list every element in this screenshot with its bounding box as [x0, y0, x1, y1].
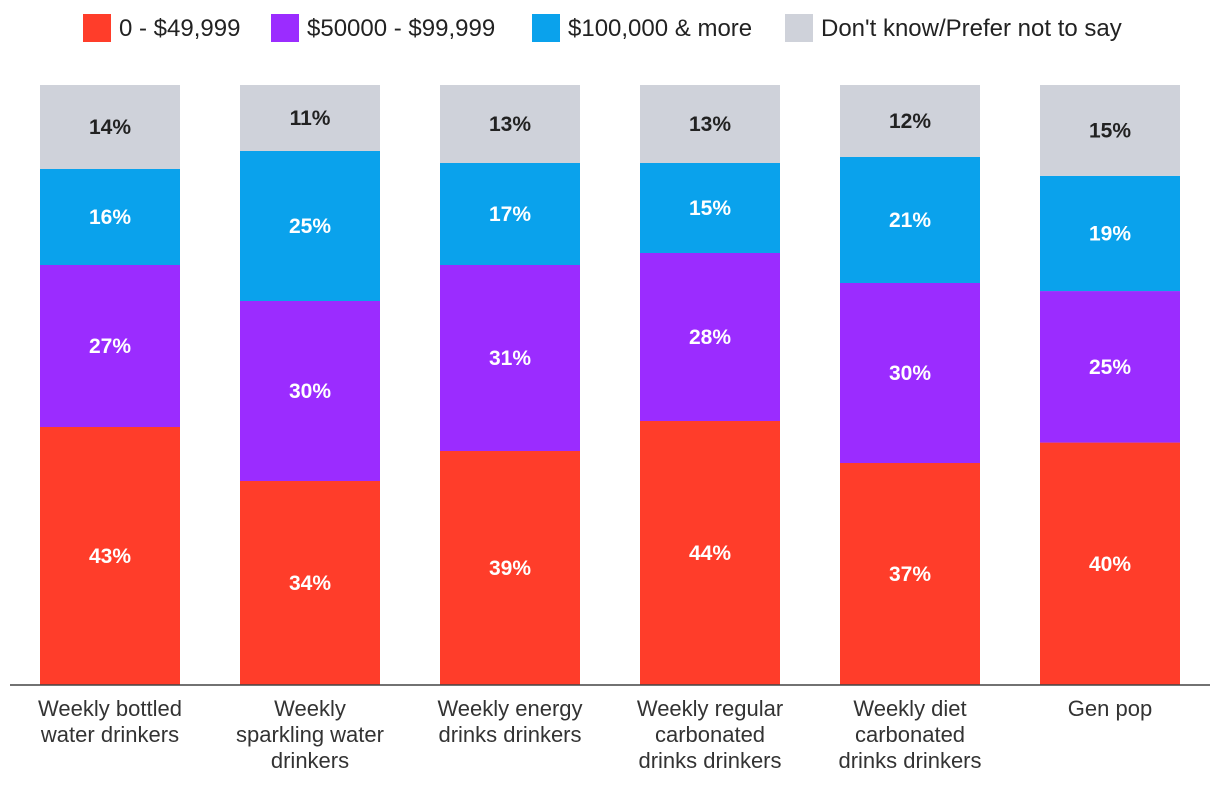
legend-swatch: [83, 14, 111, 42]
data-label: 27%: [89, 335, 131, 358]
data-label: 30%: [289, 380, 331, 403]
data-label: 12%: [889, 110, 931, 133]
legend: 0 - $49,999 $50000 - $99,999 $100,000 & mo…: [83, 14, 1122, 42]
bar-segment: [440, 451, 580, 685]
bar-segment: [40, 427, 180, 685]
bar-segment: [440, 163, 580, 265]
data-label: 40%: [1089, 553, 1131, 576]
category-label-line: drinkers: [271, 748, 349, 773]
category-label-line: carbonated: [855, 722, 965, 747]
data-label: 43%: [89, 545, 131, 568]
category-label-line: Gen pop: [1068, 696, 1152, 721]
bar-segment: [640, 85, 780, 163]
category-label-line: carbonated: [655, 722, 765, 747]
legend-label: Don't know/Prefer not to say: [821, 15, 1122, 42]
legend-label: $50000 - $99,999: [307, 15, 495, 42]
legend-item: $50000 - $99,999: [271, 14, 495, 42]
data-label: 17%: [489, 203, 531, 226]
data-label: 15%: [689, 197, 731, 220]
bar-segment: [840, 157, 980, 283]
bar-segment: [40, 85, 180, 169]
x-axis-labels: Weekly bottled water drinkers Weekly sparkl…: [38, 696, 1152, 773]
category-label-line: water drinkers: [40, 722, 179, 747]
data-label: 25%: [1089, 356, 1131, 379]
category-label: Weekly sparkling water drinkers: [236, 696, 384, 773]
category-label-line: Weekly: [274, 696, 346, 721]
bar-segment: [1040, 442, 1180, 685]
legend-swatch: [271, 14, 299, 42]
bar-stack: 34% 30% 25% 11%: [240, 85, 380, 685]
legend-item: $100,000 & more: [532, 14, 752, 42]
data-label: 15%: [1089, 119, 1131, 142]
data-label: 19%: [1089, 222, 1131, 245]
data-label: 34%: [289, 572, 331, 595]
legend-swatch: [532, 14, 560, 42]
category-label-line: drinks drinkers: [638, 748, 781, 773]
data-label: 13%: [489, 113, 531, 136]
bar-segment: [840, 85, 980, 157]
legend-label: 0 - $49,999: [119, 15, 240, 42]
category-label: Gen pop: [1068, 696, 1152, 721]
data-label: 21%: [889, 209, 931, 232]
data-label: 11%: [290, 107, 331, 130]
category-label-line: Weekly regular: [637, 696, 783, 721]
bar-segment: [640, 421, 780, 685]
category-label-line: drinks drinkers: [838, 748, 981, 773]
bar-stack: 39% 31% 17% 13%: [440, 85, 580, 685]
legend-swatch: [785, 14, 813, 42]
bar-segment: [440, 265, 580, 451]
category-label-line: sparkling water: [236, 722, 384, 747]
category-label: Weekly diet carbonated drinks drinkers: [838, 696, 981, 773]
bar-segment: [640, 253, 780, 421]
data-label: 25%: [289, 215, 331, 238]
bar-stack: 40% 25% 19% 15%: [1040, 85, 1180, 685]
category-label: Weekly regular carbonated drinks drinkers: [637, 696, 783, 773]
data-label: 16%: [89, 206, 131, 229]
bar-segment: [240, 85, 380, 151]
category-label-line: drinks drinkers: [438, 722, 581, 747]
bar-segment: [640, 163, 780, 253]
bar-segment: [40, 265, 180, 427]
bar-stack: 44% 28% 15% 13%: [640, 85, 780, 685]
bar-segment: [1040, 85, 1180, 176]
category-label: Weekly energy drinks drinkers: [437, 696, 582, 747]
bar-stack: 43% 27% 16% 14%: [40, 85, 180, 685]
bar-segment: [440, 85, 580, 163]
bar-segment: [1040, 175, 1180, 292]
legend-item: 0 - $49,999: [83, 14, 240, 42]
data-label: 14%: [89, 116, 131, 139]
category-label-line: Weekly energy: [437, 696, 582, 721]
data-label: 37%: [889, 563, 931, 586]
legend-label: $100,000 & more: [568, 15, 752, 42]
category-label-line: Weekly bottled: [38, 696, 182, 721]
data-label: 13%: [689, 113, 731, 136]
bar-segment: [840, 463, 980, 685]
bar-segment: [240, 151, 380, 301]
data-label: 31%: [489, 347, 531, 370]
bar-segment: [240, 481, 380, 685]
bar-stack: 37% 30% 21% 12%: [840, 85, 980, 685]
data-label: 30%: [889, 362, 931, 385]
data-label: 28%: [689, 326, 731, 349]
category-label-line: Weekly diet: [853, 696, 966, 721]
plot-area: 43% 27% 16% 14% 34% 30% 25% 11% 39% 31% 17% 13% 44% 2…: [40, 85, 1180, 685]
category-label: Weekly bottled water drinkers: [38, 696, 182, 747]
bar-segment: [240, 301, 380, 481]
legend-item: Don't know/Prefer not to say: [785, 14, 1122, 42]
bar-segment: [40, 169, 180, 265]
bar-segment: [840, 283, 980, 463]
data-label: 39%: [489, 557, 531, 580]
data-label: 44%: [689, 542, 731, 565]
bar-segment: [1040, 291, 1180, 443]
